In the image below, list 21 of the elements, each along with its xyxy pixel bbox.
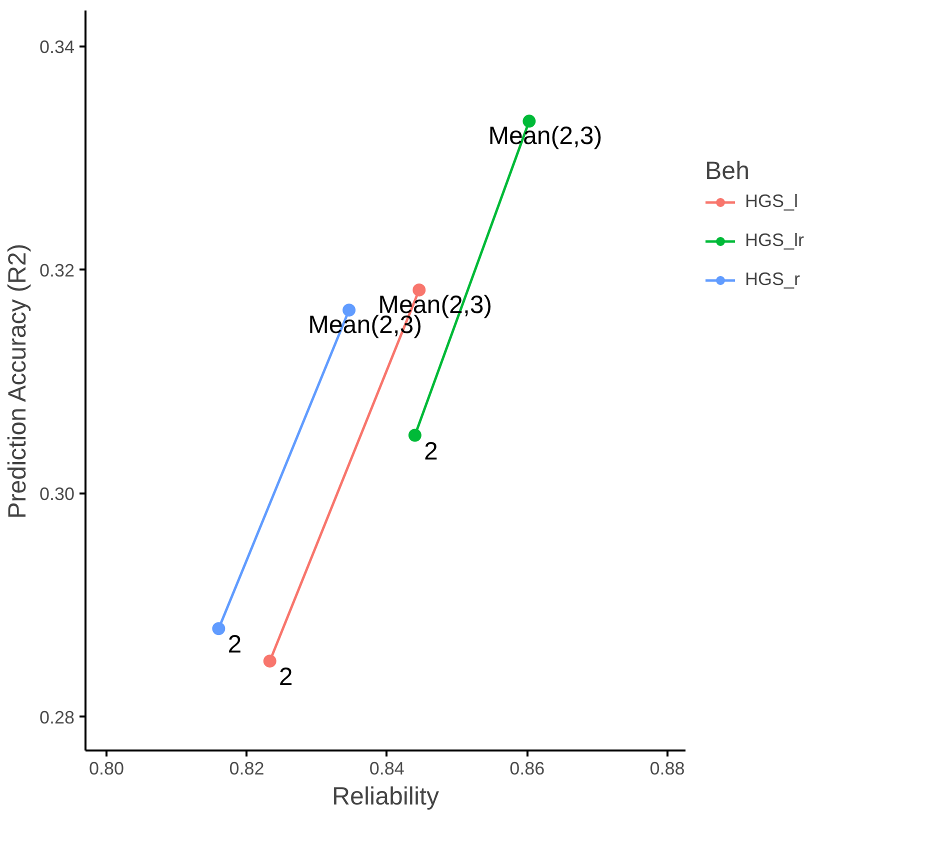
y-tick-label: 0.34 — [39, 36, 75, 57]
y-tick-label: 0.30 — [39, 484, 75, 504]
x-axis-title: Reliability — [332, 782, 440, 810]
x-tick-label: 0.88 — [650, 758, 685, 778]
legend-title: Beh — [705, 157, 750, 186]
annotation: 2 — [278, 663, 293, 692]
point — [408, 428, 422, 442]
x-tick-label: 0.82 — [229, 758, 264, 778]
x-tick-label: 0.86 — [510, 758, 545, 778]
legend-label: HGS_r — [745, 269, 800, 290]
legend-label: HGS_lr — [745, 230, 804, 251]
y-tick-label: 0.32 — [39, 260, 75, 280]
point — [212, 622, 226, 636]
y-tick-label: 0.28 — [39, 707, 75, 728]
y-axis-title: Prediction Accuracy (R2) — [3, 244, 32, 519]
point — [263, 654, 276, 668]
x-tick-label: 0.80 — [89, 758, 124, 778]
annotation: 2 — [228, 630, 242, 659]
legend-label: HGS_l — [745, 191, 798, 212]
annotation: 2 — [424, 437, 438, 466]
x-tick-label: 0.84 — [369, 758, 404, 778]
